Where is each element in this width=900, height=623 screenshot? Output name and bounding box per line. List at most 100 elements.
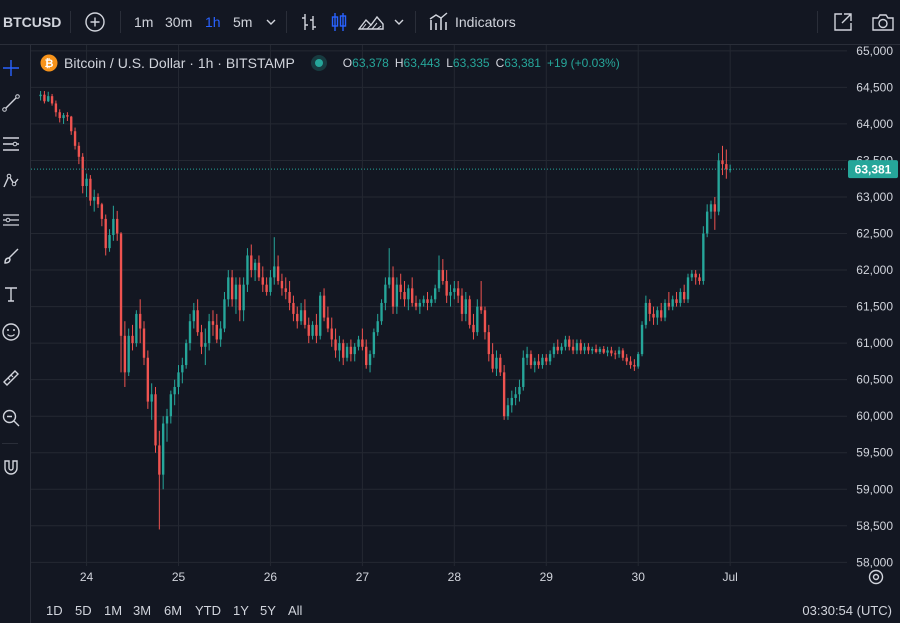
candle — [456, 281, 460, 303]
candle — [682, 284, 686, 303]
candle-body — [116, 218, 119, 234]
compare-button[interactable] — [84, 0, 106, 44]
interval-dropdown[interactable] — [265, 0, 277, 44]
crosshair-tool[interactable] — [0, 57, 22, 79]
candle — [491, 343, 494, 373]
candle-body — [407, 288, 410, 300]
interval-1h[interactable]: 1h — [205, 0, 221, 44]
candle — [138, 299, 142, 344]
pattern-tool[interactable] — [0, 170, 22, 192]
range-1d[interactable]: 1D — [46, 603, 63, 618]
clock[interactable]: 03:30:54 (UTC) — [802, 603, 892, 618]
interval-1m[interactable]: 1m — [134, 0, 153, 44]
candle-body — [430, 299, 433, 303]
candle — [541, 354, 544, 369]
candle-body — [399, 284, 402, 292]
area-style-button[interactable] — [358, 0, 384, 44]
candle-body — [299, 310, 303, 322]
candle-body — [77, 145, 81, 157]
candle — [380, 299, 383, 325]
candle — [246, 248, 249, 292]
candle — [77, 142, 81, 165]
range-all[interactable]: All — [288, 603, 303, 618]
candle-body — [514, 394, 517, 398]
candle — [158, 430, 161, 530]
candle — [591, 346, 594, 355]
bitcoin-icon: ₿ — [40, 54, 58, 72]
price-axis-bg[interactable] — [847, 45, 900, 598]
candle-body — [395, 284, 399, 307]
candle — [104, 214, 107, 256]
bar-style-button[interactable] — [298, 0, 320, 44]
fib-icon — [3, 137, 19, 151]
ruler-tool[interactable] — [0, 367, 22, 389]
screenshot-button[interactable] — [871, 0, 895, 44]
candle-body — [288, 291, 291, 303]
candle-body — [127, 335, 130, 373]
range-3m[interactable]: 3M — [133, 603, 152, 618]
candle — [487, 324, 490, 362]
candle — [610, 346, 613, 357]
market-status-dot-core — [314, 59, 323, 67]
range-1y[interactable]: 1Y — [233, 603, 249, 618]
candle-style-button[interactable] — [328, 0, 350, 44]
candle — [66, 112, 69, 121]
magnet-tool[interactable] — [0, 457, 22, 479]
axis-settings-button[interactable] — [868, 569, 884, 585]
interval-5m[interactable]: 5m — [233, 0, 252, 44]
candle-body — [253, 262, 257, 271]
date-tick-label: 27 — [356, 570, 370, 584]
candle-body — [602, 348, 605, 353]
candle-body — [675, 299, 678, 303]
candle — [85, 173, 88, 197]
brush-tool[interactable] — [0, 245, 22, 267]
candle — [365, 339, 368, 369]
low-value: 63,335 — [452, 56, 490, 70]
candle-body — [464, 299, 468, 314]
price-chart[interactable]: 58,000 58,500 59,000 59,500 60,000 60,500 61,0… — [31, 45, 900, 598]
chart-style-dropdown[interactable] — [393, 0, 405, 44]
candle-body — [587, 346, 590, 351]
candles — [39, 91, 732, 530]
chevron-down-icon — [266, 19, 276, 25]
candle — [663, 299, 667, 322]
candle-body — [445, 281, 448, 296]
range-6m[interactable]: 6M — [164, 603, 183, 618]
candle-body — [81, 156, 84, 187]
symbol-search[interactable]: BTCUSD — [3, 0, 61, 44]
candle-body — [342, 343, 345, 358]
settings-icon — [868, 569, 884, 585]
candle-body — [522, 357, 525, 387]
fib-tool[interactable] — [0, 133, 22, 155]
candle-body — [330, 328, 333, 340]
measure-tool[interactable] — [0, 208, 22, 230]
range-5d[interactable]: 5D — [75, 603, 92, 618]
candle — [211, 310, 215, 336]
candle — [345, 343, 349, 362]
text-tool[interactable] — [0, 283, 22, 305]
fullscreen-button[interactable] — [832, 0, 854, 44]
candle — [253, 259, 257, 282]
candle-body — [58, 112, 61, 119]
candle — [602, 346, 605, 355]
indicators-button[interactable]: Indicators — [428, 0, 516, 44]
candle — [468, 295, 471, 329]
emoji-tool[interactable] — [0, 321, 22, 343]
candle — [58, 109, 61, 123]
candle-body — [273, 266, 276, 278]
range-1m[interactable]: 1M — [104, 603, 123, 618]
zoom-tool[interactable] — [0, 407, 22, 429]
range-5y[interactable]: 5Y — [260, 603, 276, 618]
candle-body — [610, 350, 613, 354]
candle-body — [541, 357, 544, 366]
candle — [284, 277, 287, 300]
interval-30m[interactable]: 30m — [165, 0, 192, 44]
range-ytd[interactable]: YTD — [195, 603, 221, 618]
legend-title[interactable]: Bitcoin / U.S. Dollar · 1h · BITSTAMP — [64, 55, 295, 71]
zoom-icon — [2, 409, 20, 427]
candle — [502, 365, 506, 420]
candle — [142, 321, 146, 366]
brush-icon — [4, 248, 19, 264]
trend-line-tool[interactable] — [0, 92, 22, 114]
candle — [633, 359, 636, 371]
